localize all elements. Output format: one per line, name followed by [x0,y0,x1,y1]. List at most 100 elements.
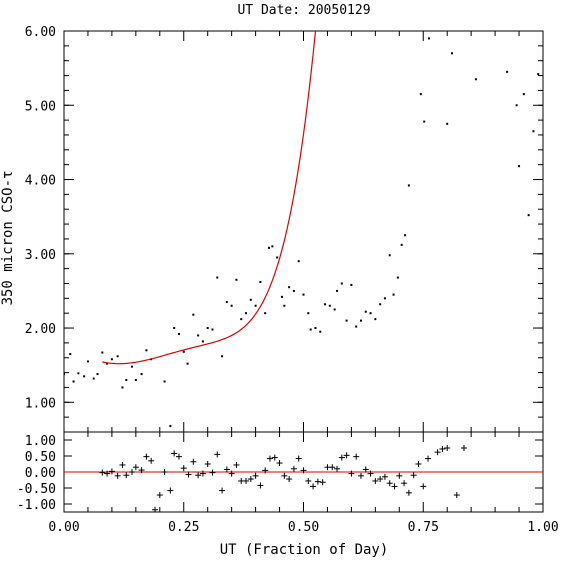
residual-point [123,472,130,479]
data-point [400,243,403,246]
chart-title: UT Date: 20050129 [237,3,370,18]
residual-point [266,455,273,462]
data-point [364,310,367,313]
y-tick-label: 3.00 [25,248,56,263]
data-point [264,312,267,315]
residual-point [343,452,350,459]
residual-point [104,470,111,477]
residual-point [353,453,360,460]
residual-point [167,487,174,494]
data-point [221,355,224,358]
residual-point [161,469,168,475]
data-point [206,327,209,330]
residual-point [199,470,206,477]
data-point [116,355,119,358]
data-point [92,377,95,380]
data-point [280,295,283,298]
data-point [177,332,180,335]
data-point [302,293,305,296]
residual-point [401,480,408,487]
data-point [404,234,407,237]
residual-point [439,445,446,452]
data-point [64,373,65,376]
residual-point [209,469,216,476]
residual-point [257,482,264,489]
data-point [527,214,530,217]
data-point [333,308,336,311]
data-point [288,286,291,289]
data-point [83,375,86,378]
residual-point [214,451,221,458]
data-point [345,319,348,322]
residual-point [286,476,293,483]
data-point [515,104,518,107]
data-point [230,304,233,307]
residual-point [99,469,106,476]
residual-point [175,453,182,460]
data-point [392,293,395,296]
residual-point [180,465,187,472]
residual-point [372,477,379,484]
residual-point [243,477,250,484]
data-point [201,340,204,343]
residual-point [271,454,278,461]
residual-point [415,461,422,467]
residual-point [156,492,163,499]
x-tick-label: 0.75 [408,520,439,535]
data-point [427,37,430,40]
residual-point [420,483,427,490]
data-point [245,312,248,315]
data-point [396,276,399,279]
data-point [134,379,137,382]
residual-point [295,455,302,462]
data-point [350,283,353,286]
y-tick-label: 4.00 [25,174,56,189]
x-tick-label: 0.25 [168,520,199,535]
data-point [254,304,257,307]
data-point [96,373,99,376]
data-point [211,328,214,331]
residual-point [143,453,150,460]
data-point [432,23,434,25]
data-point [537,73,540,76]
data-point [474,78,477,81]
residual-point [190,458,197,465]
data-point [319,330,322,333]
data-point [77,372,80,375]
data-point [271,245,274,248]
data-point [419,93,422,96]
residual-y-tick-label: 0.00 [25,466,56,481]
residual-point [405,489,412,496]
y-tick-label: 5.00 [25,99,56,114]
fit-curve [102,31,317,365]
residual-point [305,477,312,484]
residual-point [152,506,159,512]
residual-points [99,445,467,512]
residual-point [334,465,341,472]
y-tick-label: 2.00 [25,322,56,337]
data-point [336,289,339,292]
residual-point [367,470,374,477]
data-point [268,246,271,249]
residual-point [348,470,355,477]
data-point [292,289,295,292]
x-tick-label: 0.00 [48,520,79,535]
residual-point [114,472,121,479]
data-point [369,312,372,315]
residual-y-tick-label: 0.50 [25,450,56,465]
data-point [324,303,327,306]
residual-y-tick-label: -0.50 [17,482,56,497]
residual-point [195,472,202,479]
data-point [309,328,312,331]
residual-point [377,476,384,483]
residual-point [247,476,254,483]
data-point [423,120,426,123]
residual-point [233,461,240,468]
residual-point [204,461,211,467]
data-point [69,353,72,356]
residual-point [228,470,235,477]
residual-point [381,473,388,480]
data-point [276,256,279,259]
x-tick-label: 0.50 [288,520,319,535]
